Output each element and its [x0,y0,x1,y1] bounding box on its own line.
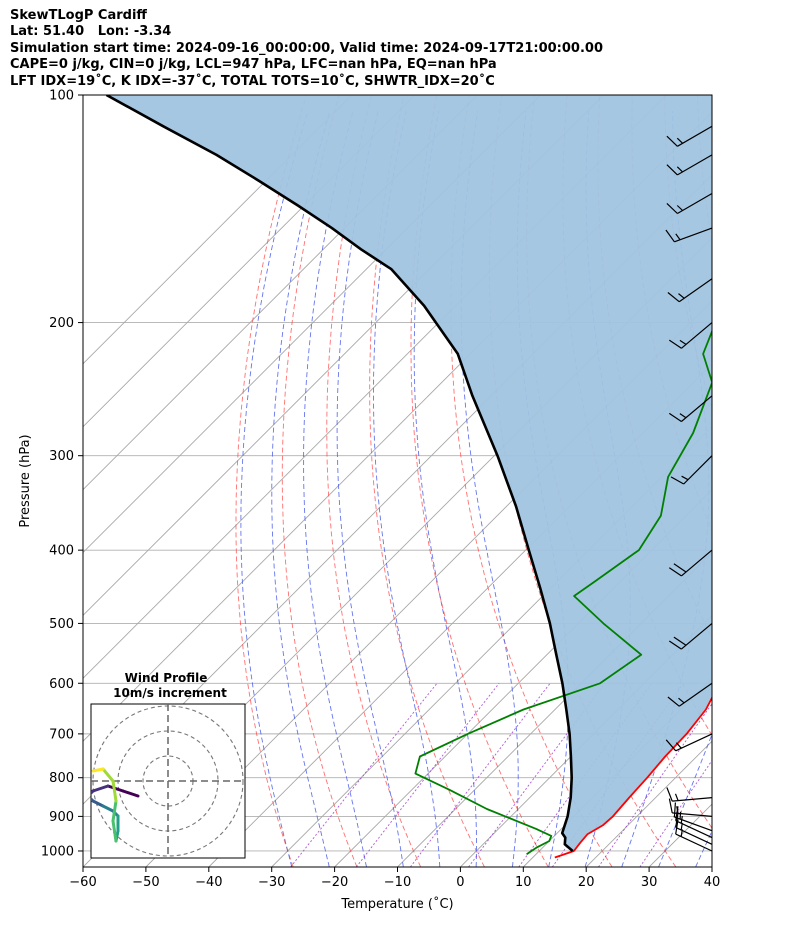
x-tick-label: 10 [515,875,532,890]
y-tick-label: 300 [49,449,74,464]
moist-adiabat [271,110,331,867]
inset-title: Wind Profile [125,671,208,685]
moist-adiabat [373,110,441,867]
chart-header: SkewTLogP Cardiff Lat: 51.40 Lon: -3.34 … [10,8,603,90]
wind-barb [666,125,713,147]
x-tick-label: −50 [132,875,159,890]
wind-barb [665,733,713,752]
isotherm [334,488,712,867]
parcel-line [105,95,574,852]
x-tick-label: 30 [641,875,658,890]
moist-adiabat [460,110,519,867]
y-tick-label: 1000 [41,844,74,859]
moist-adiabat [336,110,404,867]
x-tick-label: −40 [195,875,222,890]
mixing-ratio-line [639,759,712,867]
y-tick-label: 900 [49,810,74,825]
y-tick-label: 400 [49,544,74,559]
x-tick-label: −10 [384,875,411,890]
y-tick-label: 600 [49,677,74,692]
wind-barb [668,549,713,577]
wind-barb [670,455,713,485]
moist-adiabat [413,110,477,867]
isotherm [397,551,712,867]
hodograph-segment [101,767,115,783]
hodograph-segment [91,784,110,793]
y-tick-label: 700 [49,727,74,742]
x-tick-label: 20 [578,875,595,890]
wind-barb [668,322,713,349]
hodograph-segment [121,789,140,798]
x-tick-label: −60 [69,875,96,890]
hodograph-segment [91,789,95,796]
moist-adiabat [240,110,309,867]
dry-adiabat [730,95,794,867]
mixing-ratio-line [410,683,551,867]
cape-cin-shading [106,95,712,858]
wind-barb [668,622,713,650]
wind-barb [667,278,713,303]
hodograph-segment [111,779,118,803]
y-tick-label: 500 [49,617,74,632]
wind-barb [666,154,713,176]
wind-barb [668,798,713,817]
y-axis-label: Pressure (hPa) [18,434,33,527]
dry-adiabat [281,95,358,867]
x-tick-label: 40 [704,875,721,890]
hodograph-area [91,704,245,858]
hodograph-segment [101,804,115,813]
wind-barb [667,682,713,707]
dry-adiabat [235,95,307,867]
hodograph-segment [111,799,118,823]
dry-adiabat [763,95,794,867]
dry-adiabat [410,95,549,867]
isotherm [83,95,353,365]
location-line: Lat: 51.40 Lon: -3.34 [10,24,172,40]
wind-barb [673,802,713,832]
chart-title: SkewTLogP Cardiff [10,8,147,23]
isotherm [711,866,712,867]
hodograph-segment [91,799,105,808]
hodograph-segment [111,819,118,843]
isotherm [775,95,794,867]
time-line: Simulation start time: 2024-09-16_00:00:… [10,40,603,56]
dewpoint-line [414,328,712,855]
temperature-line [554,695,712,859]
x-axis-label: Temperature (˚C) [340,896,453,912]
moist-adiabat [303,110,367,867]
wind-barb [666,787,713,802]
mixing-ratio-line [290,683,438,867]
cape-line: CAPE=0 j/kg, CIN=0 j/kg, LCL=947 hPa, LF… [10,57,497,73]
inset-subtitle: 10m/s increment [113,686,227,700]
hodograph-segment [91,767,105,773]
dry-adiabat [450,95,613,867]
mixing-ratio-line [598,702,712,867]
y-tick-label: 800 [49,771,74,786]
x-tick-label: 0 [456,875,464,890]
y-tick-label: 200 [49,316,74,331]
x-tick-label: −30 [258,875,285,890]
wind-barb [666,192,713,215]
mixing-ratio-line [355,683,500,867]
x-tick-label: −20 [321,875,348,890]
y-tick-label: 100 [49,89,74,104]
indices-line: LFT IDX=19˚C, K IDX=-37˚C, TOTAL TOTS=10… [10,73,495,89]
wind-barb [668,395,713,422]
wind-barb [665,227,713,243]
isotherm [83,95,416,428]
dry-adiabat [326,95,422,867]
